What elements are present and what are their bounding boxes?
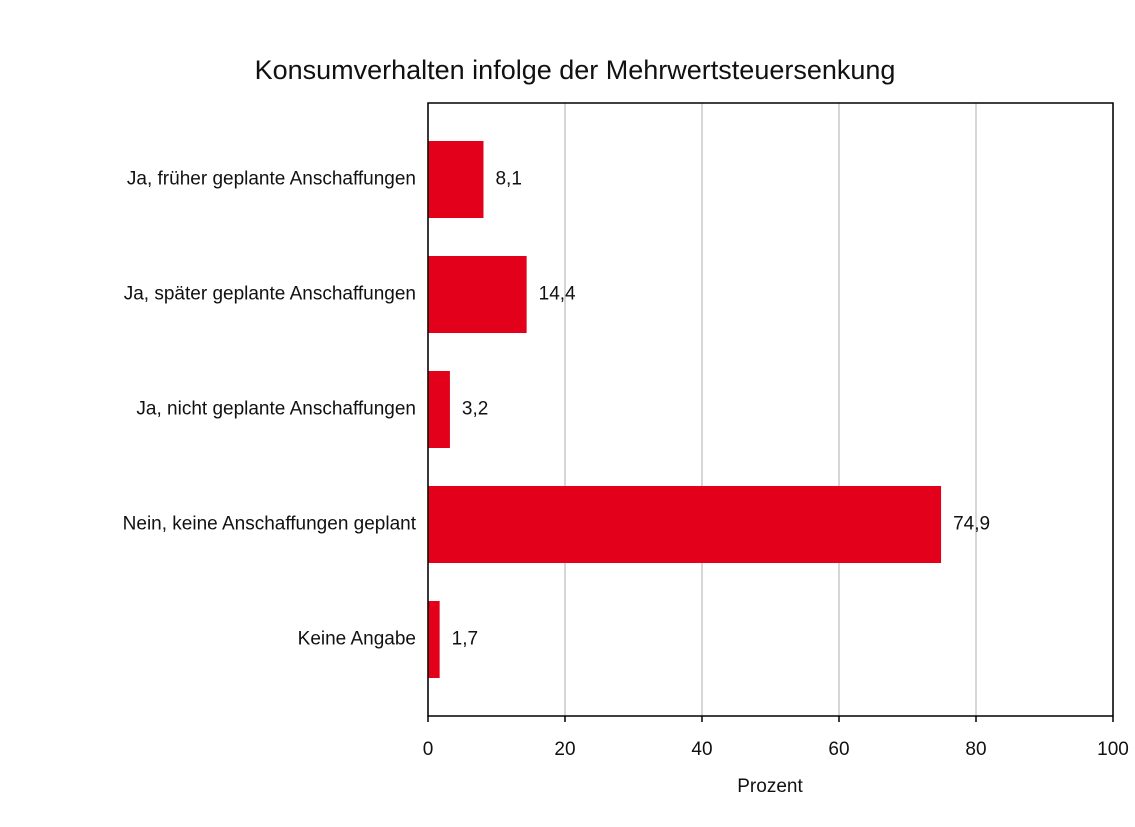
value-label: 14,4 bbox=[539, 284, 576, 305]
x-axis-label: Prozent bbox=[737, 776, 803, 797]
chart-title: Konsumverhalten infolge der Mehrwertsteu… bbox=[255, 55, 896, 85]
value-label: 74,9 bbox=[953, 514, 990, 535]
value-label: 3,2 bbox=[462, 399, 488, 420]
bar bbox=[428, 371, 450, 448]
x-tick-label: 80 bbox=[965, 739, 986, 760]
x-tick-label: 20 bbox=[554, 739, 575, 760]
x-tick-label: 40 bbox=[691, 739, 712, 760]
bar bbox=[428, 601, 440, 678]
x-tick-label: 0 bbox=[423, 739, 434, 760]
y-tick-label: Nein, keine Anschaffungen geplant bbox=[123, 514, 417, 535]
y-tick-label: Ja, später geplante Anschaffungen bbox=[124, 284, 416, 305]
bar bbox=[428, 141, 484, 218]
y-tick-label: Ja, früher geplante Anschaffungen bbox=[127, 169, 416, 190]
x-tick-label: 100 bbox=[1097, 739, 1129, 760]
value-label: 1,7 bbox=[452, 629, 478, 650]
bar bbox=[428, 256, 527, 333]
y-tick-label: Ja, nicht geplante Anschaffungen bbox=[136, 399, 416, 420]
y-tick-label: Keine Angabe bbox=[298, 629, 416, 650]
plot-frame bbox=[427, 102, 1114, 717]
value-label: 8,1 bbox=[495, 169, 521, 190]
bar bbox=[428, 486, 942, 563]
x-tick-label: 60 bbox=[828, 739, 849, 760]
